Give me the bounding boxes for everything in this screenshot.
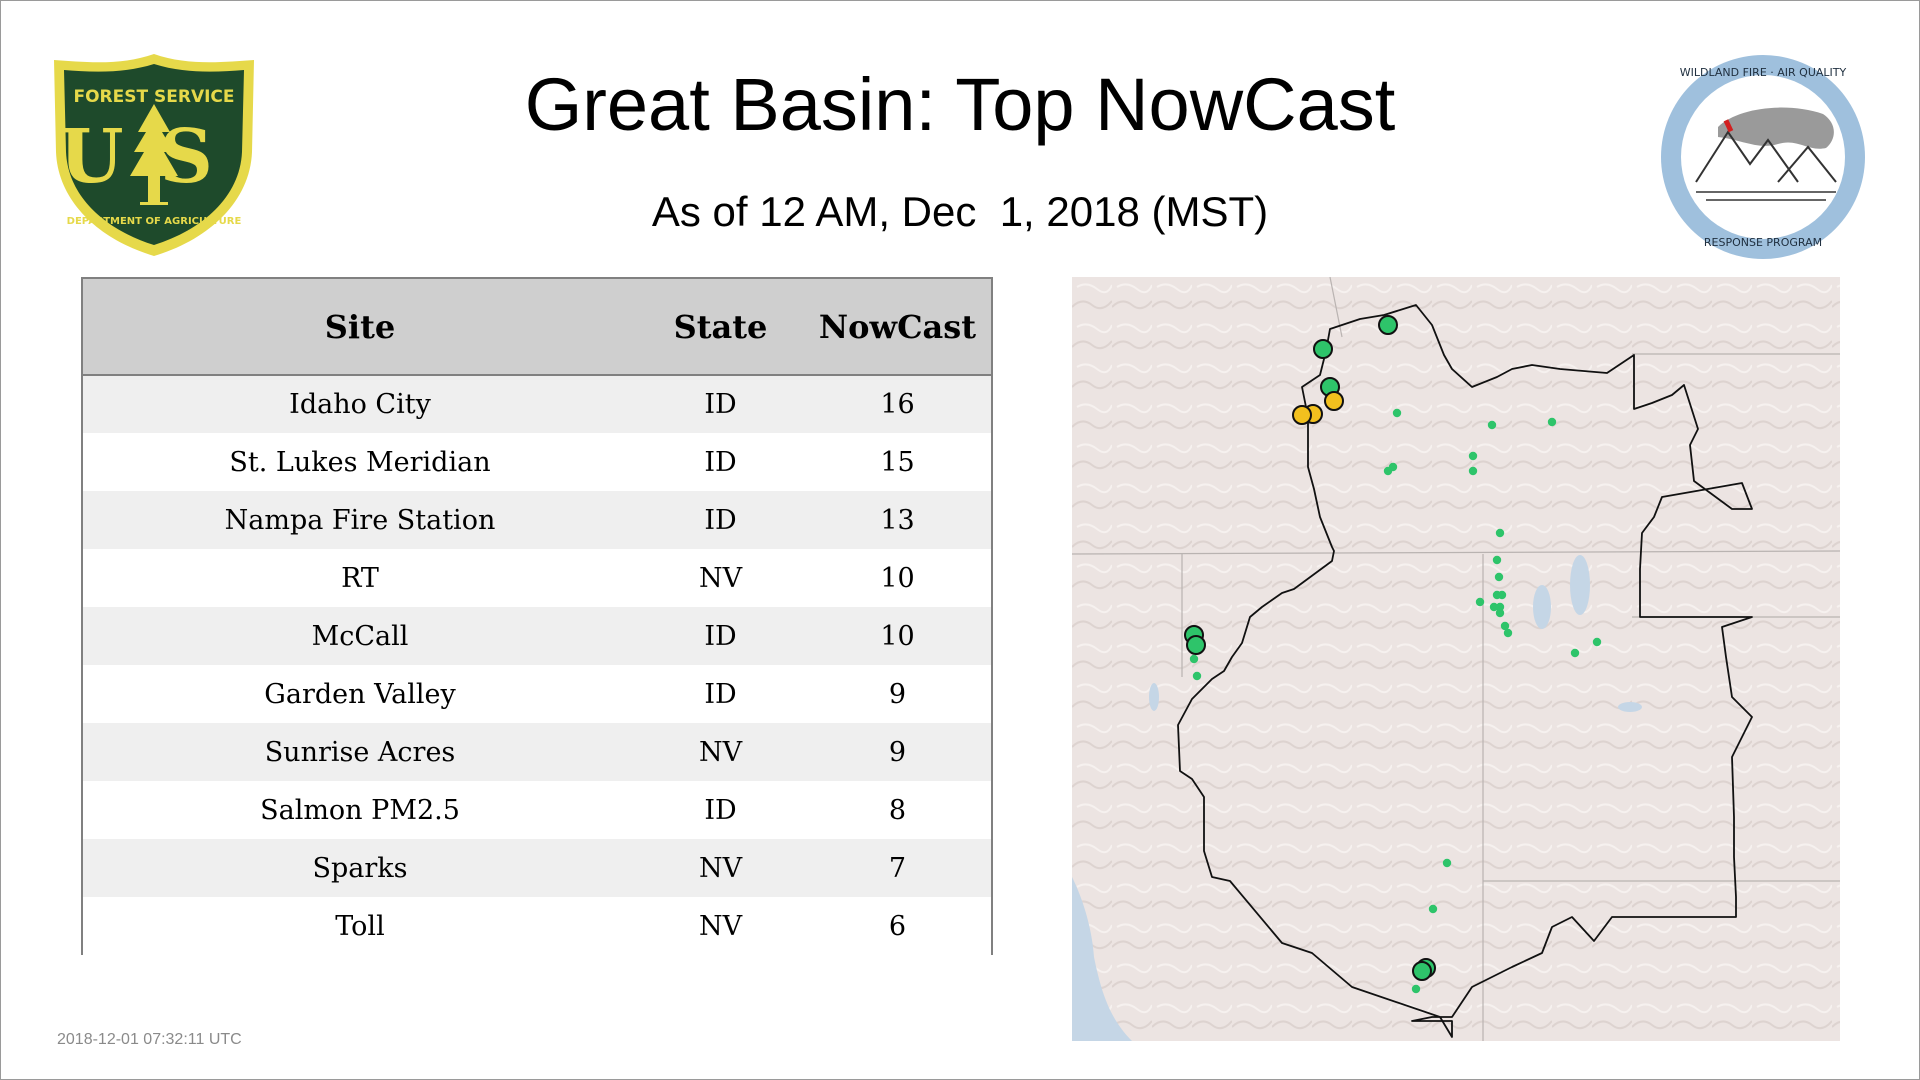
site-marker (1495, 528, 1505, 538)
render-timestamp: 2018-12-01 07:32:11 UTC (57, 1031, 242, 1048)
site-marker (1503, 628, 1513, 638)
site-marker (1592, 637, 1602, 647)
site-marker (1428, 904, 1438, 914)
page-subtitle: As of 12 AM, Dec 1, 2018 (MST) (651, 188, 1269, 235)
cell-site: Nampa Fire Station (224, 504, 496, 536)
site-marker (1570, 648, 1580, 658)
site-marker (1442, 858, 1452, 868)
map-ocean (1072, 877, 1132, 1041)
cell-state: ID (704, 504, 737, 536)
great-basin-boundary (1177, 304, 1753, 1038)
top-site-marker (1324, 391, 1344, 411)
usfs-logo-bottom-text: DEPARTMENT OF AGRICULTURE (67, 216, 242, 227)
site-marker (1494, 572, 1504, 582)
site-marker (1383, 466, 1393, 476)
table-row: Idaho City ID 16 (83, 375, 991, 433)
table-row: Nampa Fire Station ID 13 (83, 491, 991, 549)
cell-state: ID (704, 678, 737, 710)
top-site-marker (1292, 405, 1312, 425)
table-row: St. Lukes Meridian ID 15 (83, 433, 991, 491)
cell-site: RT (341, 562, 379, 594)
cell-site: Toll (335, 910, 385, 942)
site-marker (1392, 408, 1402, 418)
cell-nowcast: 9 (888, 678, 907, 710)
cell-nowcast: 7 (888, 852, 907, 884)
cell-site: Salmon PM2.5 (260, 794, 460, 826)
site-marker (1500, 621, 1510, 631)
table-row: Toll NV 6 (83, 897, 991, 955)
map-land (1072, 277, 1840, 1041)
site-marker (1192, 671, 1202, 681)
cell-nowcast: 13 (880, 504, 915, 536)
cell-nowcast: 16 (880, 389, 915, 420)
site-marker (1497, 590, 1507, 600)
cell-state: NV (698, 910, 743, 942)
site-marker (1492, 555, 1502, 565)
table-row: Salmon PM2.5 ID 8 (83, 781, 991, 839)
cell-site: Sparks (312, 852, 408, 884)
cell-state: ID (704, 620, 737, 652)
wildland-fire-air-quality-logo: WILDLAND FIRE · AIR QUALITY RESPONSE PRO… (1658, 52, 1868, 262)
site-markers (1184, 315, 1602, 994)
cell-nowcast: 8 (888, 794, 907, 826)
site-marker (1468, 451, 1478, 461)
cell-site: McCall (311, 620, 409, 652)
site-marker (1487, 420, 1497, 430)
column-header-state: State (637, 279, 804, 376)
column-header-nowcast: NowCast (804, 279, 991, 376)
wildland-logo-top-text: WILDLAND FIRE · AIR QUALITY (1680, 66, 1847, 79)
cell-nowcast: 9 (888, 736, 907, 768)
site-marker (1547, 417, 1557, 427)
site-marker (1411, 984, 1421, 994)
usfs-logo-top-text: FOREST SERVICE (73, 87, 234, 107)
lakes (1149, 555, 1642, 712)
top-site-marker (1313, 339, 1333, 359)
cell-site: Garden Valley (264, 678, 456, 710)
cell-state: NV (698, 852, 743, 884)
cell-nowcast: 10 (880, 620, 915, 652)
cell-site: St. Lukes Meridian (229, 446, 491, 478)
site-marker (1495, 602, 1505, 612)
site-marker (1495, 608, 1505, 618)
table-row: Garden Valley ID 9 (83, 665, 991, 723)
cell-state: NV (698, 562, 743, 594)
table-row: Sunrise Acres NV 9 (83, 723, 991, 781)
top-site-marker (1378, 315, 1398, 335)
column-header-site: Site (83, 279, 637, 376)
table-row: Sparks NV 7 (83, 839, 991, 897)
usfs-logo: FOREST SERVICE US DEPARTMENT OF AGRICULT… (50, 52, 258, 258)
site-marker (1468, 466, 1478, 476)
cell-site: Idaho City (289, 389, 431, 420)
site-marker (1189, 654, 1199, 664)
cell-nowcast: 10 (880, 562, 915, 594)
cell-state: ID (704, 389, 737, 420)
wildland-logo-bottom-text: RESPONSE PROGRAM (1704, 236, 1822, 249)
nowcast-table: Site State NowCast Idaho City ID 16 St. … (81, 277, 993, 955)
site-marker (1489, 602, 1499, 612)
table-row: McCall ID 10 (83, 607, 991, 665)
cell-state: NV (698, 736, 743, 768)
cell-state: ID (704, 446, 737, 478)
table-row: RT NV 10 (83, 549, 991, 607)
page-title: Great Basin: Top NowCast (524, 63, 1396, 146)
top-site-marker (1186, 635, 1206, 655)
usfs-logo-letters: US (59, 114, 249, 200)
site-marker (1475, 597, 1485, 607)
table-header-row: Site State NowCast (83, 279, 991, 376)
great-basin-map (1072, 277, 1840, 1041)
cell-state: ID (704, 794, 737, 826)
cell-site: Sunrise Acres (264, 736, 456, 768)
cell-nowcast: 6 (888, 910, 907, 942)
top-site-marker (1412, 961, 1432, 981)
cell-nowcast: 15 (880, 446, 915, 478)
